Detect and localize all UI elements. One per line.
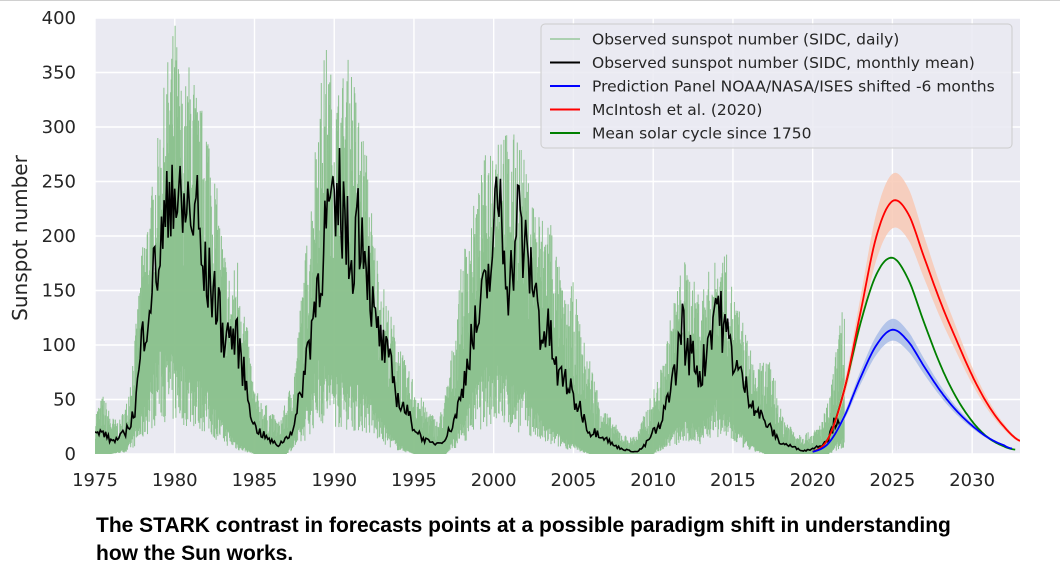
x-tick-label: 2030 (949, 470, 995, 491)
chart-caption: The STARK contrast in forecasts points a… (96, 514, 951, 565)
y-tick-label: 50 (53, 390, 76, 411)
plot-content (95, 25, 1020, 454)
series-noaa-band (812, 318, 1012, 452)
top-divider-line (0, 0, 1060, 1)
x-tick-label: 1985 (232, 470, 278, 491)
y-tick-label: 300 (42, 117, 76, 138)
legend-label: McIntosh et al. (2020) (592, 101, 762, 119)
y-tick-label: 200 (42, 226, 76, 247)
x-tick-label: 2000 (471, 470, 517, 491)
series-noaa-line (812, 328, 1013, 453)
series-mcintosh-line (812, 199, 1020, 453)
x-tick-label: 1975 (72, 470, 118, 491)
x-tick-label: 1995 (391, 470, 437, 491)
y-tick-label: 100 (42, 335, 76, 356)
x-tick-label: 2015 (710, 470, 756, 491)
y-tick-label: 350 (42, 63, 76, 84)
legend-label: Prediction Panel NOAA/NASA/ISES shifted … (592, 78, 995, 96)
x-tick-label: 1980 (152, 470, 198, 491)
y-tick-label: 250 (42, 172, 76, 193)
y-tick-label: 400 (42, 8, 76, 29)
x-tick-label: 2005 (551, 470, 597, 491)
x-tick-label: 2020 (790, 470, 836, 491)
legend-box (540, 23, 1013, 149)
legend-label: Observed sunspot number (SIDC, monthly m… (592, 54, 975, 72)
y-axis-title: Sunspot number (8, 154, 32, 320)
legend: Observed sunspot number (SIDC, daily) Obs… (540, 23, 1013, 149)
y-tick-label: 150 (42, 281, 76, 302)
y-tick-label: 0 (65, 444, 76, 465)
x-tick-label: 1990 (311, 470, 357, 491)
x-tick-label: 2025 (870, 470, 916, 491)
legend-label: Observed sunspot number (SIDC, daily) (592, 31, 899, 49)
sunspot-chart: 1975 1980 1985 1990 1995 2000 2005 2010 2015 2020… (8, 8, 1020, 491)
series-monthly-line (95, 147, 842, 453)
x-tick-label: 2010 (630, 470, 676, 491)
legend-label: Mean solar cycle since 1750 (592, 125, 811, 143)
